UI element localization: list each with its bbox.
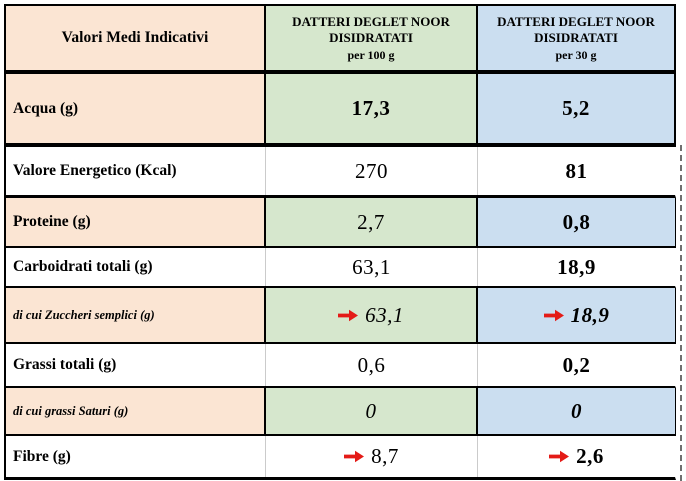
table-row: di cui Zuccheri semplici (g) 63,1 18,9: [6, 288, 676, 344]
table-row: Acqua (g) 17,3 5,2: [6, 74, 676, 147]
header-title-cell: Valori Medi Indicativi: [6, 6, 266, 70]
red-arrow-icon: [543, 309, 564, 321]
value-text: 0,8: [562, 209, 591, 234]
value-text: 0: [571, 398, 582, 423]
table-row: Carboidrati totali (g) 63,1 18,9: [6, 248, 676, 288]
table-row: di cui grassi Saturi (g) 0 0: [6, 388, 676, 436]
row-label: Carboidrati totali (g): [6, 248, 266, 286]
value-per-30g: 18,9: [478, 248, 675, 286]
value-text: 0,6: [357, 352, 386, 377]
table-header-row: Valori Medi Indicativi DATTERI DEGLET NO…: [6, 6, 676, 74]
column-serving-size: per 30 g: [555, 48, 597, 63]
value-per-30g: 81: [478, 147, 675, 195]
table-row: Proteine (g) 2,7 0,8: [6, 198, 676, 248]
value-per-30g: 5,2: [478, 74, 674, 143]
value-per-30g: 0,8: [478, 198, 675, 246]
value-text: 17,3: [351, 96, 391, 120]
table-row: Grassi totali (g) 0,6 0,2: [6, 344, 676, 388]
row-label: Proteine (g): [6, 198, 266, 246]
table-title: Valori Medi Indicativi: [61, 29, 209, 46]
value-text: 81: [565, 158, 588, 183]
table-row: Fibre (g) 8,7 2,6: [6, 436, 676, 480]
row-label: Fibre (g): [6, 436, 266, 477]
header-per-100g-cell: DATTERI DEGLET NOOR DISIDRATATI per 100 …: [266, 6, 478, 70]
row-label: Valore Energetico (Kcal): [6, 147, 266, 195]
column-name-line1: DATTERI DEGLET NOOR: [497, 13, 655, 29]
red-arrow-icon: [338, 309, 359, 321]
value-per-100g: 270: [266, 147, 478, 195]
value-text: 5,2: [562, 96, 590, 120]
value-text: 63,1: [352, 254, 391, 279]
value-per-30g: 2,6: [478, 436, 675, 477]
value-text: 270: [355, 158, 388, 183]
row-label: di cui Zuccheri semplici (g): [6, 288, 266, 342]
value-text: 2,6: [576, 444, 604, 468]
row-label: Acqua (g): [6, 74, 266, 143]
value-per-100g: 0,6: [266, 344, 478, 386]
nutrition-table: Valori Medi Indicativi DATTERI DEGLET NO…: [4, 4, 676, 480]
value-per-30g: 0,2: [478, 344, 675, 386]
red-arrow-icon: [549, 450, 570, 463]
column-name-line1: DATTERI DEGLET NOOR: [292, 13, 450, 29]
value-per-100g: 2,7: [266, 198, 478, 246]
table-row: Valore Energetico (Kcal) 270 81: [6, 147, 676, 198]
value-text: 0,2: [562, 352, 591, 377]
row-label: Grassi totali (g): [6, 344, 266, 386]
value-text: 0: [365, 398, 377, 423]
column-name-line2: DISIDRATATI: [534, 30, 618, 46]
table-body: Acqua (g) 17,3 5,2 Valore Energetico (Kcal)…: [6, 74, 676, 480]
value-per-100g: 0: [266, 388, 478, 434]
row-label: di cui grassi Saturi (g): [6, 388, 266, 434]
value-per-100g: 8,7: [266, 436, 478, 477]
column-name-line2: DISIDRATATI: [329, 30, 413, 46]
value-per-30g: 18,9: [478, 288, 675, 342]
value-per-100g: 17,3: [266, 74, 478, 143]
value-per-30g: 0: [478, 388, 675, 434]
value-text: 18,9: [557, 254, 596, 279]
column-serving-size: per 100 g: [347, 48, 395, 63]
value-per-100g: 63,1: [266, 248, 478, 286]
value-text: 2,7: [357, 209, 385, 234]
page-break-dashed-line: [680, 145, 682, 481]
value-text: 18,9: [570, 302, 610, 327]
header-per-30g-cell: DATTERI DEGLET NOOR DISIDRATATI per 30 g: [478, 6, 674, 70]
value-per-100g: 63,1: [266, 288, 478, 342]
value-text: 8,7: [371, 444, 399, 468]
value-text: 63,1: [365, 302, 404, 327]
red-arrow-icon: [344, 450, 365, 463]
